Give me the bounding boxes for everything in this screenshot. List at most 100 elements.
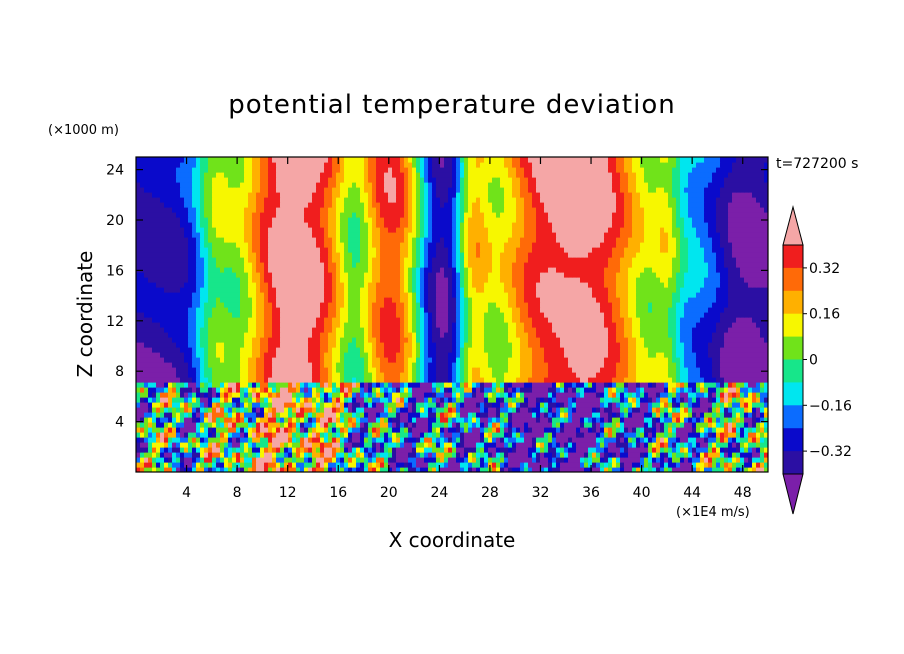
heatmap-cell xyxy=(256,342,261,348)
heatmap-cell xyxy=(148,357,153,363)
heatmap-cell xyxy=(700,387,705,393)
heatmap-cell xyxy=(424,432,429,438)
heatmap-cell xyxy=(192,347,197,353)
heatmap-cell xyxy=(608,367,613,373)
heatmap-cell xyxy=(724,327,729,333)
heatmap-cell xyxy=(448,422,453,428)
heatmap-cell xyxy=(196,322,201,328)
heatmap-cell xyxy=(624,457,629,463)
heatmap-cell xyxy=(724,317,729,323)
heatmap-cell xyxy=(672,347,677,353)
heatmap-cell xyxy=(304,397,309,403)
heatmap-cell xyxy=(744,457,749,463)
heatmap-cell xyxy=(196,317,201,323)
heatmap-cell xyxy=(412,397,417,403)
heatmap-cell xyxy=(728,392,733,398)
heatmap-cell xyxy=(392,362,397,368)
heatmap-cell xyxy=(600,462,605,468)
heatmap-cell xyxy=(628,402,633,408)
heatmap-cell xyxy=(448,317,453,323)
heatmap-cell xyxy=(680,447,685,453)
heatmap-cell xyxy=(520,347,525,353)
heatmap-cell xyxy=(320,432,325,438)
heatmap-cell xyxy=(288,342,293,348)
heatmap-cell xyxy=(696,417,701,423)
heatmap-cell xyxy=(564,452,569,458)
heatmap-cell xyxy=(612,367,617,373)
heatmap-cell xyxy=(408,337,413,343)
heatmap-cell xyxy=(436,327,441,333)
heatmap-cell xyxy=(404,452,409,458)
heatmap-cell xyxy=(172,342,177,348)
heatmap-cell xyxy=(608,347,613,353)
heatmap-cell xyxy=(676,462,681,468)
heatmap-cell xyxy=(212,432,217,438)
heatmap-cell xyxy=(236,312,241,318)
heatmap-cell xyxy=(580,407,585,413)
heatmap-cell xyxy=(504,357,509,363)
heatmap-cell xyxy=(284,332,289,338)
heatmap-cell xyxy=(456,377,461,383)
heatmap-cell xyxy=(500,367,505,373)
heatmap-cell xyxy=(728,467,733,472)
heatmap-cell xyxy=(472,372,477,378)
heatmap-cell xyxy=(480,462,485,468)
heatmap-cell xyxy=(720,322,725,328)
heatmap-cell xyxy=(284,442,289,448)
heatmap-cell xyxy=(160,467,165,472)
heatmap-cell xyxy=(224,347,229,353)
heatmap-cell xyxy=(140,447,145,453)
heatmap-cell xyxy=(604,382,609,388)
heatmap-cell xyxy=(496,397,501,403)
heatmap-cell xyxy=(204,427,209,433)
heatmap-cell xyxy=(524,407,529,413)
heatmap-cell xyxy=(224,467,229,472)
heatmap-cell xyxy=(476,342,481,348)
heatmap-cell xyxy=(536,427,541,433)
heatmap-cell xyxy=(460,432,465,438)
heatmap-cell xyxy=(740,407,745,413)
heatmap-cell xyxy=(572,407,577,413)
heatmap-cell xyxy=(172,372,177,378)
heatmap-cell xyxy=(604,392,609,398)
heatmap-cell xyxy=(280,422,285,428)
heatmap-cell xyxy=(676,417,681,423)
heatmap-cell xyxy=(584,457,589,463)
heatmap-cell xyxy=(288,317,293,323)
heatmap-cell xyxy=(272,362,277,368)
heatmap-cell xyxy=(320,467,325,472)
heatmap-cell xyxy=(616,432,621,438)
heatmap-cell xyxy=(528,367,533,373)
heatmap-cell xyxy=(432,402,437,408)
heatmap-cell xyxy=(564,352,569,358)
heatmap-cell xyxy=(168,387,173,393)
heatmap-cell xyxy=(752,387,757,393)
heatmap-cell xyxy=(492,467,497,472)
heatmap-cell xyxy=(296,342,301,348)
heatmap-cell xyxy=(136,372,141,378)
heatmap-cell xyxy=(548,342,553,348)
heatmap-cell xyxy=(740,337,745,343)
heatmap-cell xyxy=(696,372,701,378)
heatmap-cell xyxy=(452,462,457,468)
heatmap-cell xyxy=(352,312,357,318)
heatmap-cell xyxy=(228,322,233,328)
heatmap-cell xyxy=(728,352,733,358)
heatmap-cell xyxy=(712,362,717,368)
heatmap-cell xyxy=(284,422,289,428)
heatmap-cell xyxy=(372,467,377,472)
heatmap-cell xyxy=(168,397,173,403)
heatmap-cell xyxy=(448,362,453,368)
heatmap-cell xyxy=(688,357,693,363)
heatmap-cell xyxy=(472,442,477,448)
heatmap-cell xyxy=(632,357,637,363)
heatmap-cell xyxy=(188,387,193,393)
heatmap-cell xyxy=(488,427,493,433)
heatmap-cell xyxy=(452,317,457,323)
heatmap-cell xyxy=(276,317,281,323)
heatmap-cell xyxy=(764,377,768,383)
heatmap-cell xyxy=(664,437,669,443)
heatmap-cell xyxy=(536,387,541,393)
heatmap-cell xyxy=(588,442,593,448)
heatmap-cell xyxy=(552,322,557,328)
